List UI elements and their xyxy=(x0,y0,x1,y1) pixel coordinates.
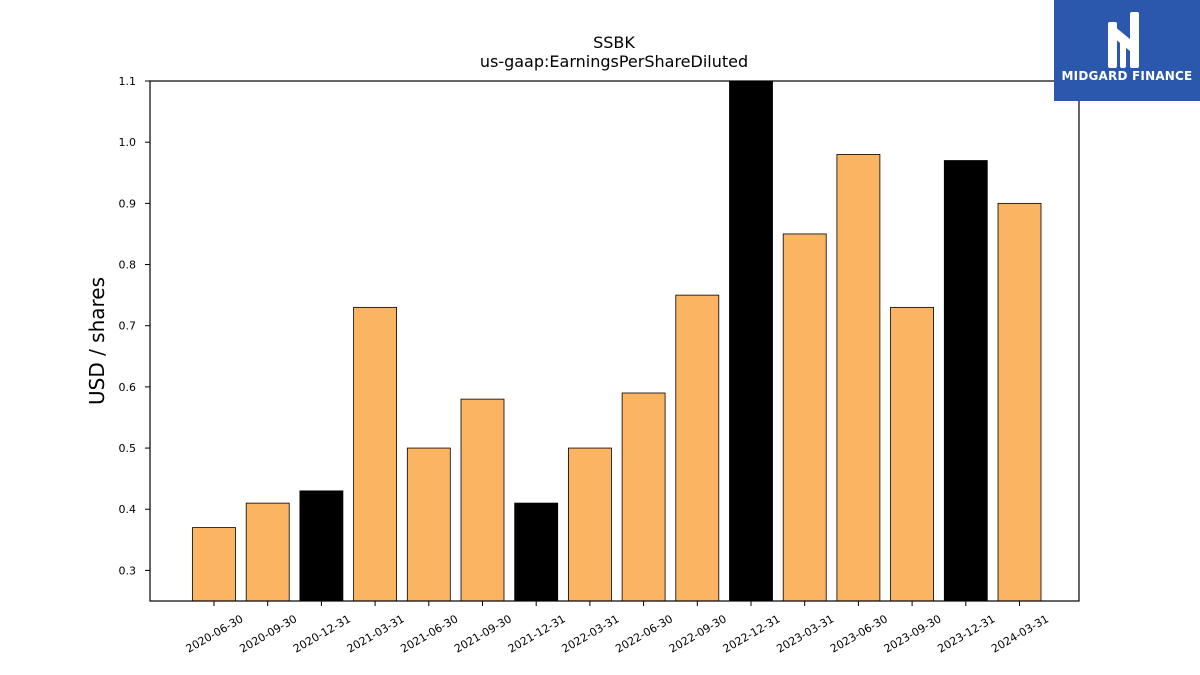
x-tick-label: 2023-09-30 xyxy=(882,612,944,655)
y-tick-label: 0.5 xyxy=(119,442,137,455)
y-tick-label: 0.9 xyxy=(119,197,137,210)
x-tick-label: 2023-03-31 xyxy=(774,612,836,655)
x-tick-label: 2023-12-31 xyxy=(935,612,997,655)
x-tick-label: 2021-03-31 xyxy=(345,612,407,655)
y-axis-label: USD / shares xyxy=(85,277,109,405)
bar-2020-12-31 xyxy=(299,490,344,602)
y-tick-label: 0.8 xyxy=(119,259,137,272)
y-tick-label: 0.3 xyxy=(119,564,137,577)
x-axis-ticks: 2020-06-302020-09-302020-12-312021-03-31… xyxy=(184,601,1051,656)
y-tick-label: 1.0 xyxy=(119,136,137,149)
y-tick-label: 0.4 xyxy=(119,503,137,516)
bar-2020-06-30 xyxy=(192,527,236,602)
y-axis-ticks: 0.3 0.4 0.5 0.6 0.7 0.8 0.9 1.0 1.1 xyxy=(119,75,150,577)
chart-title: SSBK xyxy=(593,33,635,52)
x-tick-label: 2022-12-31 xyxy=(721,612,783,655)
bar-2021-12-31 xyxy=(514,502,559,602)
bar-2023-09-30 xyxy=(890,306,934,602)
x-tick-label: 2020-09-30 xyxy=(237,612,299,655)
x-tick-label: 2021-06-30 xyxy=(398,612,460,655)
chart-subtitle: us-gaap:EarningsPerShareDiluted xyxy=(480,52,748,71)
x-tick-label: 2022-06-30 xyxy=(613,612,675,655)
brand-logo: MIDGARD FINANCE xyxy=(1054,0,1200,101)
bar-2022-09-30 xyxy=(675,294,720,602)
y-tick-label: 0.6 xyxy=(119,381,137,394)
plot-frame xyxy=(149,80,1080,602)
bar-2020-09-30 xyxy=(245,502,290,602)
logo-mark-icon xyxy=(1108,12,1139,68)
y-tick-label: 0.7 xyxy=(119,320,137,333)
logo-text: MIDGARD FINANCE xyxy=(1061,69,1193,83)
x-tick-label: 2022-09-30 xyxy=(667,612,729,655)
x-tick-label: 2022-03-31 xyxy=(560,612,622,655)
bar-2022-12-31 xyxy=(729,80,773,602)
bar-2024-03-31 xyxy=(997,202,1042,602)
bar-2021-06-30 xyxy=(406,447,451,602)
bars xyxy=(192,80,1042,602)
bar-2023-06-30 xyxy=(836,154,881,602)
bar-2022-03-31 xyxy=(568,447,612,602)
bar-2021-03-31 xyxy=(353,306,398,602)
y-tick-label: 1.1 xyxy=(119,75,137,88)
x-tick-label: 2023-06-30 xyxy=(828,612,890,655)
x-tick-label: 2021-12-31 xyxy=(506,612,568,655)
bar-2023-12-31 xyxy=(943,160,988,602)
x-tick-label: 2020-06-30 xyxy=(184,612,246,655)
bar-2021-09-30 xyxy=(460,398,505,602)
bar-2023-03-31 xyxy=(782,233,827,602)
x-tick-label: 2024-03-31 xyxy=(989,612,1051,655)
bar-2022-06-30 xyxy=(621,392,666,602)
x-tick-label: 2020-12-31 xyxy=(291,612,353,655)
x-tick-label: 2021-09-30 xyxy=(452,612,514,655)
